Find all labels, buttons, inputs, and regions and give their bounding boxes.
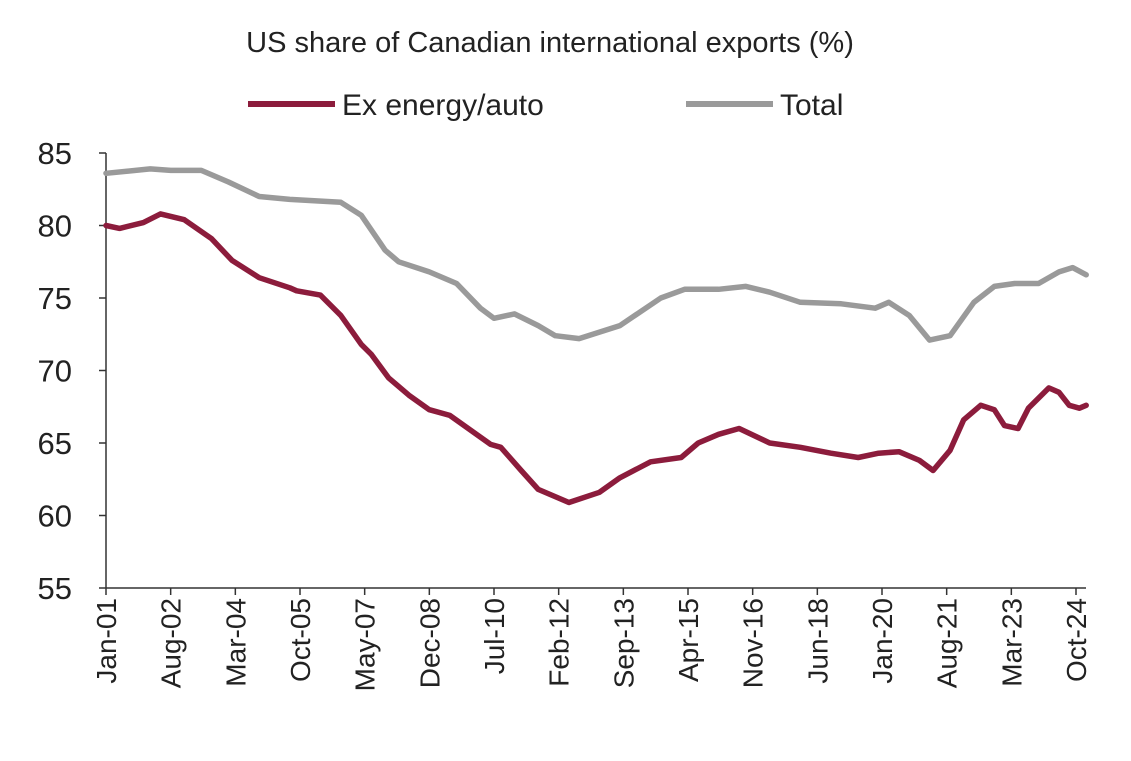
chart-title: US share of Canadian international expor… bbox=[246, 27, 854, 59]
y-tick-label: 70 bbox=[38, 354, 72, 389]
x-tick-label: Jul-10 bbox=[479, 598, 510, 674]
x-tick-label: Aug-02 bbox=[156, 598, 187, 688]
series-line-total bbox=[103, 166, 1089, 343]
legend-label-total: Total bbox=[780, 89, 843, 122]
x-tick-label: Mar-23 bbox=[996, 598, 1027, 687]
x-tick-label: Jan-20 bbox=[867, 598, 898, 684]
x-tick-label: Sep-13 bbox=[608, 598, 639, 688]
x-tick-label: May-07 bbox=[350, 598, 381, 691]
series-line-ex-energy-auto bbox=[103, 211, 1089, 506]
x-tick-label: Apr-15 bbox=[673, 598, 704, 682]
x-tick-label: Nov-16 bbox=[738, 598, 769, 688]
y-tick-label: 80 bbox=[38, 209, 72, 244]
legend: Ex energy/auto Total bbox=[248, 89, 843, 122]
y-tick-label: 75 bbox=[38, 281, 72, 316]
y-tick-label: 60 bbox=[38, 499, 72, 534]
x-tick-label: Jun-18 bbox=[802, 598, 833, 684]
x-tick-label: Mar-04 bbox=[220, 598, 251, 687]
x-tick-label: Dec-08 bbox=[414, 598, 445, 688]
series-lines bbox=[103, 166, 1089, 506]
x-tick-label: Jan-01 bbox=[91, 598, 122, 684]
x-tick-label: Oct-05 bbox=[285, 598, 316, 682]
y-tick-label: 85 bbox=[38, 136, 72, 171]
axes: 55 60 65 70 75 80 85 Jan-01 Aug-02 Mar-04 Oct-05 Ma… bbox=[38, 136, 1092, 691]
x-tick-label: Aug-21 bbox=[932, 598, 963, 688]
legend-label-ex-energy-auto: Ex energy/auto bbox=[342, 89, 544, 122]
x-tick-label: Oct-24 bbox=[1061, 598, 1092, 682]
x-tick-label: Feb-12 bbox=[544, 598, 575, 687]
y-tick-label: 65 bbox=[38, 426, 72, 461]
y-tick-label: 55 bbox=[38, 571, 72, 606]
